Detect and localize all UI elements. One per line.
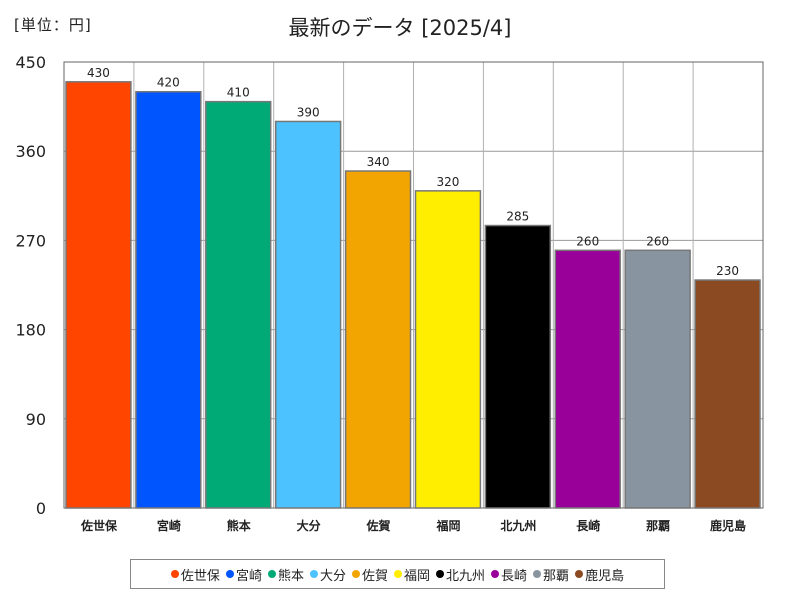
x-tick-label: 熊本 <box>227 518 251 533</box>
legend-marker-icon <box>491 570 500 578</box>
x-tick-label: 長崎 <box>576 518 600 533</box>
bar <box>414 190 482 509</box>
x-tick-label: 佐賀 <box>366 518 391 533</box>
legend-label: 佐世保 <box>180 568 220 584</box>
unit-label: [単位：円] <box>14 16 92 34</box>
legend-item: 北九州 <box>436 565 485 584</box>
bar <box>205 100 272 509</box>
legend-marker-icon <box>394 570 402 578</box>
legend-label: 福岡 <box>404 568 431 584</box>
y-tick-label: 90 <box>26 410 46 429</box>
plot-area <box>63 61 764 509</box>
bar <box>274 120 342 509</box>
x-tick-label: 北九州 <box>500 518 536 533</box>
y-tick-label: 450 <box>15 53 46 72</box>
legend-label: 北九州 <box>446 568 486 584</box>
chart-title: 最新のデータ [2025/4] <box>288 16 512 40</box>
y-tick-label: 0 <box>36 499 46 518</box>
legend-label: 佐賀 <box>361 568 388 584</box>
x-tick-label: 大分 <box>297 518 321 533</box>
legend-item: 大分 <box>309 565 346 584</box>
legend-marker-icon <box>436 570 445 578</box>
data-label: 260 <box>646 234 669 248</box>
data-label: 390 <box>297 105 320 119</box>
legend-marker-icon <box>170 570 179 578</box>
legend-marker-icon <box>533 570 542 578</box>
y-tick-label: 360 <box>15 142 46 161</box>
legend-item: 長崎 <box>491 565 527 584</box>
data-label: 260 <box>576 234 599 248</box>
bar <box>135 90 202 509</box>
legend-marker-icon <box>351 570 360 578</box>
data-label: 410 <box>227 86 250 100</box>
legend-label: 大分 <box>319 568 346 584</box>
legend-marker-icon <box>225 570 234 578</box>
data-label: 285 <box>506 210 529 224</box>
data-label: 320 <box>436 175 459 189</box>
data-label: 340 <box>367 155 390 169</box>
y-tick-label: 180 <box>15 321 46 340</box>
legend-label: 那覇 <box>543 568 570 584</box>
bar <box>65 81 132 509</box>
x-tick-label: 鹿児島 <box>710 518 746 533</box>
legend-item: 那覇 <box>533 565 569 584</box>
bar <box>694 279 761 509</box>
x-tick-label: 福岡 <box>435 518 460 533</box>
bar <box>554 249 621 509</box>
legend-marker-icon <box>575 570 584 578</box>
legend-item: 熊本 <box>267 565 304 584</box>
chart-legend: 佐世保 宮崎 熊本 大分 佐賀 福岡 北九州 長崎 那覇 鹿児島 <box>130 559 665 589</box>
legend-label: 鹿児島 <box>585 568 625 584</box>
data-label: 230 <box>716 264 739 278</box>
legend-marker-icon <box>267 570 276 578</box>
legend-item: 福岡 <box>394 565 430 584</box>
legend-item: 佐賀 <box>351 565 388 584</box>
bar <box>624 249 691 509</box>
legend-item: 佐世保 <box>170 565 220 584</box>
y-tick-label: 270 <box>15 231 46 250</box>
data-label: 420 <box>157 76 180 90</box>
legend-label: 長崎 <box>501 568 528 584</box>
legend-label: 宮崎 <box>235 568 262 584</box>
bar <box>484 224 552 509</box>
x-tick-label: 那覇 <box>646 519 670 533</box>
data-label: 430 <box>87 66 110 80</box>
legend-item: 宮崎 <box>225 565 262 584</box>
legend-label: 熊本 <box>277 568 304 584</box>
x-tick-label: 宮崎 <box>157 518 181 533</box>
x-tick-label: 佐世保 <box>80 518 118 533</box>
legend-marker-icon <box>309 570 318 578</box>
legend-item: 鹿児島 <box>575 565 624 584</box>
bar <box>344 170 412 509</box>
